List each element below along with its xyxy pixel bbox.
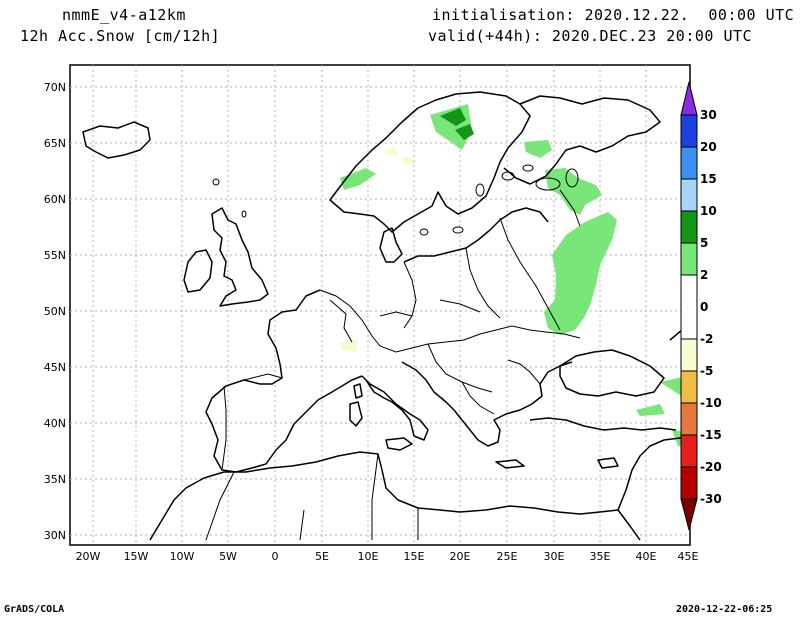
lon-label: 35E (590, 550, 611, 563)
snow-areas (340, 104, 690, 448)
lon-label: 45E (678, 550, 699, 563)
colorbar-label: 15 (700, 172, 717, 186)
coastlines (82, 91, 691, 541)
field-title: 12h Acc.Snow [cm/12h] (20, 27, 221, 45)
lon-label: 20E (450, 550, 471, 563)
colorbar-box (680, 434, 698, 468)
lakes-islands (212, 164, 579, 236)
colorbar-label: -10 (700, 396, 722, 410)
lat-label: 35N (44, 473, 66, 486)
map-frame (69, 64, 691, 546)
lat-label: 40N (44, 417, 66, 430)
colorbar-label: 20 (700, 140, 717, 154)
lat-label: 45N (44, 361, 66, 374)
lon-label: 5W (219, 550, 237, 563)
lat-label: 55N (44, 249, 66, 262)
colorbar-box (680, 370, 698, 404)
footer-timestamp: 2020-12-22-06:25 (676, 604, 773, 615)
borders (205, 189, 581, 541)
colorbar-box (680, 274, 698, 340)
colorbar-label: 5 (700, 236, 708, 250)
lon-label: 15W (124, 550, 149, 563)
lon-label: 15E (404, 550, 425, 563)
colorbar-box (680, 210, 698, 244)
lat-label: 70N (44, 81, 66, 94)
colorbar-box (680, 242, 698, 276)
colorbar-labels: 30 20 15 10 5 2 0 -2 -5 -10 -15 -20 -30 (700, 108, 722, 506)
lat-labels: 70N 65N 60N 55N 50N 45N 40N 35N 30N (44, 81, 66, 542)
lon-label: 40E (636, 550, 657, 563)
colorbar-bottom-cap (680, 498, 698, 531)
lon-label: 25E (497, 550, 518, 563)
colorbar-label: 2 (700, 268, 708, 282)
lon-label: 20W (76, 550, 101, 563)
lat-label: 30N (44, 529, 66, 542)
small-negative-areas (340, 146, 414, 352)
lon-label: 10E (358, 550, 379, 563)
colorbar-box (680, 114, 698, 148)
colorbar-label: -15 (700, 428, 722, 442)
colorbar-box (680, 402, 698, 436)
init-time: initialisation: 2020.12.22. 00:00 UTC (432, 6, 795, 24)
colorbar-label: -5 (700, 364, 713, 378)
colorbar-box (680, 466, 698, 500)
lon-label: 5E (315, 550, 329, 563)
colorbar (680, 81, 698, 531)
dark-snow-areas (440, 108, 474, 140)
colorbar-label: -2 (700, 332, 713, 346)
lon-label: 0 (272, 550, 279, 563)
lon-labels: 20W 15W 10W 5W 0 5E 10E 15E 20E 25E 30E … (76, 550, 699, 563)
lat-label: 60N (44, 193, 66, 206)
colorbar-label: 10 (700, 204, 717, 218)
colorbar-box (680, 178, 698, 212)
colorbar-label: 0 (700, 300, 708, 314)
lon-label: 30E (544, 550, 565, 563)
colorbar-label: -30 (700, 492, 722, 506)
valid-time: valid(+44h): 2020.DEC.23 20:00 UTC (428, 27, 753, 45)
footer-credit: GrADS/COLA (4, 604, 65, 615)
colorbar-label: 30 (700, 108, 717, 122)
model-name: nmmE_v4-a12km (62, 6, 186, 24)
colorbar-box (680, 338, 698, 372)
lat-label: 50N (44, 305, 66, 318)
colorbar-box (680, 146, 698, 180)
colorbar-label: -20 (700, 460, 722, 474)
lon-label: 10W (170, 550, 195, 563)
lat-label: 65N (44, 137, 66, 150)
